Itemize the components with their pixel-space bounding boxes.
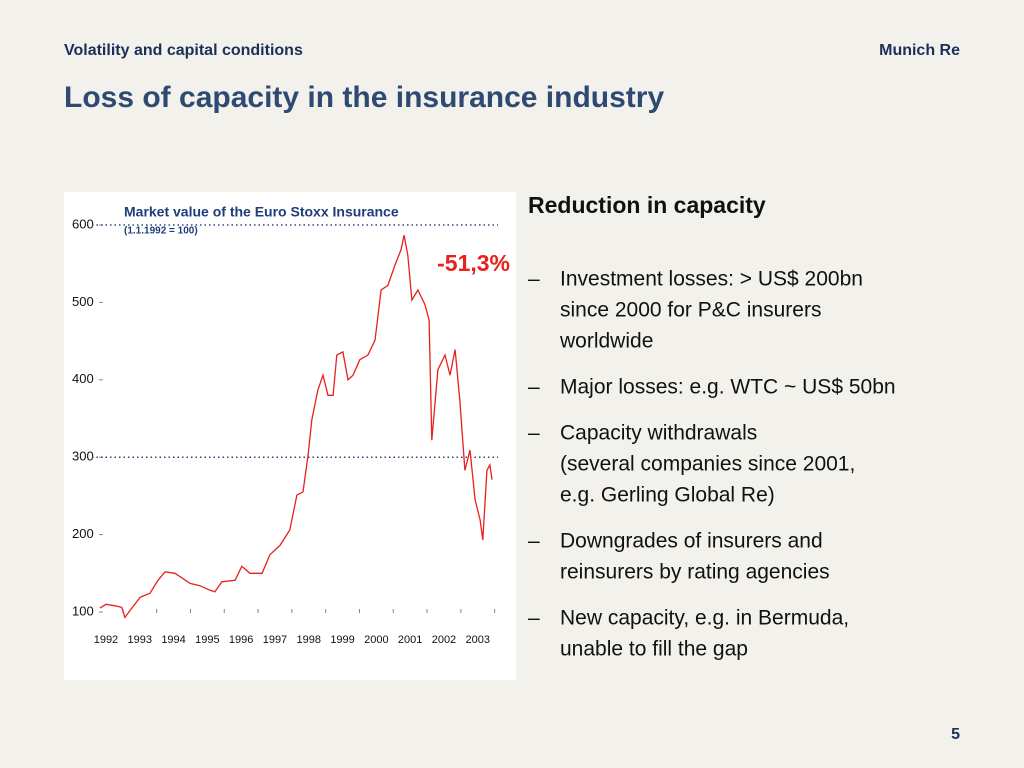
x-tick-label: 2001 [398, 634, 422, 646]
y-tick-label: 500 [72, 294, 94, 309]
line-series [99, 234, 493, 619]
bullet-text: Major losses: e.g. WTC ~ US$ 50bn [560, 376, 896, 399]
bullet-text: reinsurers by rating agencies [560, 561, 830, 584]
chart-title: Market value of the Euro Stoxx Insurance [124, 204, 399, 220]
bullet-marker: – [528, 607, 540, 630]
slide-title: Loss of capacity in the insurance indust… [64, 81, 664, 114]
y-tick-label: 300 [72, 449, 94, 464]
x-tick-label: 1999 [330, 634, 354, 646]
bullet-marker: – [528, 422, 540, 445]
x-tick-label: 1993 [128, 634, 152, 646]
annotation: -51,3% [437, 250, 510, 276]
x-tick-label: 1994 [161, 634, 185, 646]
y-tick-label: 400 [72, 371, 94, 386]
bullet-text: Investment losses: > US$ 200bn [560, 268, 863, 291]
bullet-text: since 2000 for P&C insurers [560, 299, 821, 322]
bullet-text: (several companies since 2001, [560, 453, 855, 476]
y-tick-label: 200 [72, 526, 94, 541]
y-tick-label: 600 [72, 216, 94, 231]
company-label: Munich Re [879, 42, 960, 59]
section-label: Volatility and capital conditions [64, 42, 303, 59]
bullet-text: e.g. Gerling Global Re) [560, 484, 775, 507]
bullet-text: worldwide [559, 330, 653, 353]
bullet-text: Capacity withdrawals [560, 422, 757, 445]
y-tick-label: 100 [72, 603, 94, 618]
bullet-text: unable to fill the gap [560, 638, 748, 661]
bullet-marker: – [528, 376, 540, 399]
panel-heading: Reduction in capacity [528, 192, 766, 218]
x-tick-label: 1996 [229, 634, 253, 646]
bullet-marker: – [528, 268, 540, 291]
x-tick-label: 2002 [432, 634, 456, 646]
bullet-marker: – [528, 530, 540, 553]
x-tick-label: 2000 [364, 634, 388, 646]
x-tick-label: 1995 [195, 634, 219, 646]
page-number: 5 [951, 726, 960, 743]
chart-subtitle: (1.1.1992 = 100) [124, 226, 198, 237]
x-tick-label: 1998 [297, 634, 321, 646]
x-tick-label: 2003 [466, 634, 490, 646]
bullet-text: Downgrades of insurers and [560, 530, 823, 553]
bullet-text: New capacity, e.g. in Bermuda, [560, 607, 849, 630]
x-tick-label: 1997 [263, 634, 287, 646]
x-tick-label: 1992 [94, 634, 118, 646]
